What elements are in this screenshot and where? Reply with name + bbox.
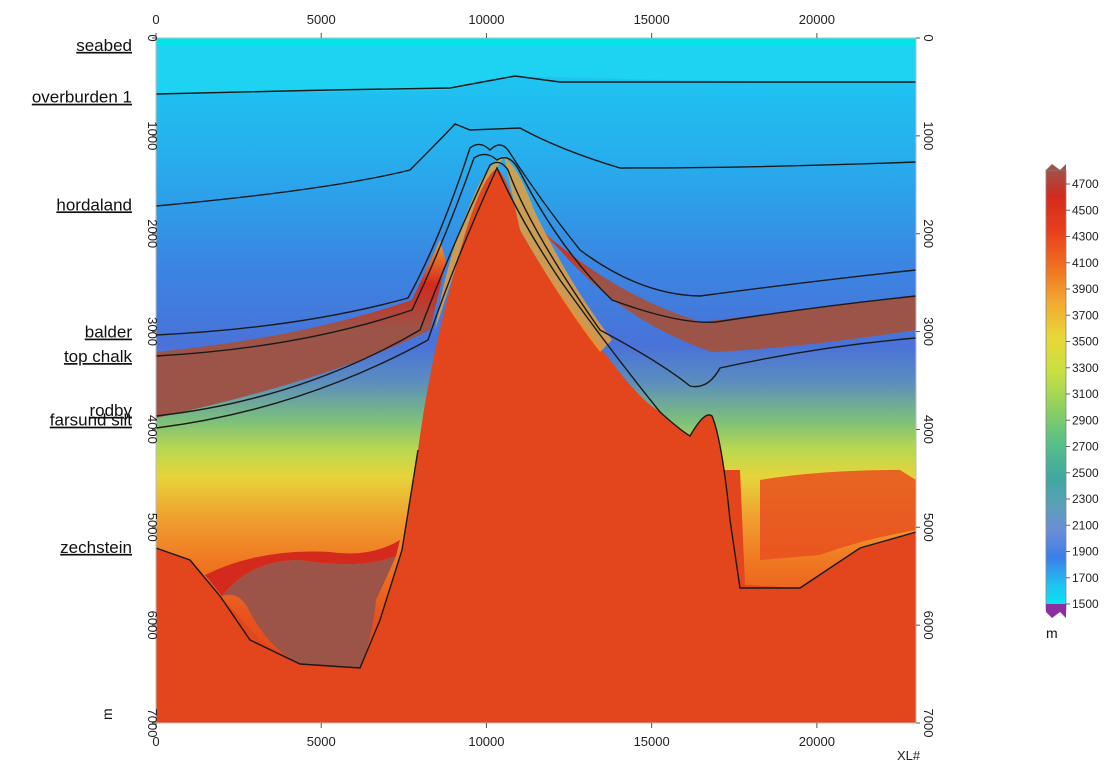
- colorbar-strip: [1045, 169, 1067, 611]
- left-depth-tick-label: 5000: [145, 513, 160, 542]
- colorbar-top-cap: [1046, 164, 1066, 170]
- colorbar-tick-label: 2700: [1072, 440, 1099, 454]
- left-salt-pod: [222, 556, 396, 668]
- top-x-tick-label: 10000: [468, 12, 504, 27]
- seabed-band: [156, 38, 916, 46]
- top-x-tick-label: 15000: [634, 12, 670, 27]
- colorbar-tick-label: 4100: [1072, 256, 1099, 270]
- zechstein-horizon: [156, 449, 419, 669]
- horizon-label: zechstein: [60, 538, 132, 557]
- right-depth-tick-label: 7000: [921, 709, 936, 738]
- x-unit-label: XL#: [897, 748, 921, 763]
- top-x-axis: 0 5000 10000 15000 20000: [152, 12, 835, 38]
- left-depth-tick-label: 1000: [145, 121, 160, 150]
- horizon-labels: seabed overburden 1 hordaland balder top cha…: [32, 36, 133, 557]
- colorbar-unit: m: [1046, 625, 1058, 641]
- left-red-rim: [205, 540, 400, 596]
- right-depth-axis: 0 1000 2000 3000 4000 5000 6000 7000: [916, 34, 936, 737]
- colorbar-tick-label: 1900: [1072, 545, 1099, 559]
- farsund-horizon: [156, 166, 916, 589]
- left-depth-tick-label: 7000: [145, 709, 160, 738]
- dome-right-flank: [504, 156, 612, 352]
- horizon-label: overburden 1: [32, 88, 132, 107]
- colorbar: 4700 4500 4300 4100 3900 3700 3500 3300 3100 2900…: [1045, 164, 1099, 641]
- colorbar-tick-label: 3900: [1072, 282, 1099, 296]
- overburden-horizon: [156, 75, 916, 95]
- left-depth-tick-label: 3000: [145, 317, 160, 346]
- top-x-tick-label: 0: [152, 12, 159, 27]
- left-depth-tick-label: 2000: [145, 219, 160, 248]
- bottom-x-tick-label: 20000: [799, 734, 835, 749]
- water-layer: [156, 38, 916, 94]
- hordaland-horizon: [156, 123, 916, 207]
- right-brown-band: [520, 210, 916, 352]
- balder-horizon: [156, 143, 916, 336]
- colorbar-tick-label: 2900: [1072, 413, 1099, 427]
- colorbar-tick-label: 3500: [1072, 335, 1099, 349]
- right-depth-tick-label: 0: [921, 34, 936, 41]
- plot-frame: [155, 37, 917, 724]
- horizon-lines: [156, 75, 916, 669]
- horizon-label: hordaland: [56, 195, 132, 214]
- colorbar-tick-label: 3700: [1072, 308, 1099, 322]
- colorbar-tick-label: 2100: [1072, 518, 1099, 532]
- colorbar-tick-label: 1700: [1072, 571, 1099, 585]
- bottom-x-tick-label: 10000: [468, 734, 504, 749]
- rodby-horizon: [156, 161, 916, 417]
- top-chalk-horizon: [156, 153, 916, 357]
- colorbar-tick-label: 2500: [1072, 466, 1099, 480]
- left-brown-band: [156, 240, 446, 418]
- right-depth-tick-label: 6000: [921, 611, 936, 640]
- colorbar-tick-label: 3300: [1072, 361, 1099, 375]
- bottom-x-tick-label: 15000: [634, 734, 670, 749]
- horizon-label: top chalk: [64, 347, 133, 366]
- right-deep-patch: [760, 470, 916, 560]
- bottom-x-axis: 0 5000 10000 15000 20000: [152, 723, 835, 749]
- bottom-x-tick-label: 5000: [307, 734, 336, 749]
- left-depth-tick-label: 4000: [145, 415, 160, 444]
- left-depth-tick-label: 6000: [145, 611, 160, 640]
- horizon-label: balder: [85, 323, 133, 342]
- depth-unit-label: m: [99, 708, 115, 720]
- section-image: [156, 38, 916, 723]
- colorbar-tick-label: 4300: [1072, 230, 1099, 244]
- right-depth-tick-label: 1000: [921, 121, 936, 150]
- colorbar-tick-label: 4700: [1072, 177, 1099, 191]
- right-depth-tick-label: 5000: [921, 513, 936, 542]
- colorbar-tick-label: 1500: [1072, 597, 1099, 611]
- left-depth-axis: 0 1000 2000 3000 4000 5000 6000 7000: [145, 34, 160, 737]
- right-depth-tick-label: 2000: [921, 219, 936, 248]
- horizon-label: rodby: [89, 401, 132, 420]
- right-depth-tick-label: 4000: [921, 415, 936, 444]
- colorbar-low-cap: [1046, 604, 1066, 618]
- top-x-tick-label: 20000: [799, 12, 835, 27]
- top-x-tick-label: 5000: [307, 12, 336, 27]
- colorbar-tick-label: 2300: [1072, 492, 1099, 506]
- right-depth-tick-label: 3000: [921, 317, 936, 346]
- salt-dome: [156, 168, 916, 723]
- colorbar-labels: 4700 4500 4300 4100 3900 3700 3500 3300 3100 2900…: [1066, 177, 1099, 611]
- bottom-x-tick-label: 0: [152, 734, 159, 749]
- horizon-label: farsund silt: [50, 411, 132, 430]
- horizon-label: seabed: [76, 36, 132, 55]
- colorbar-tick-label: 4500: [1072, 203, 1099, 217]
- colorbar-tick-label: 3100: [1072, 387, 1099, 401]
- left-depth-tick-label: 0: [145, 34, 160, 41]
